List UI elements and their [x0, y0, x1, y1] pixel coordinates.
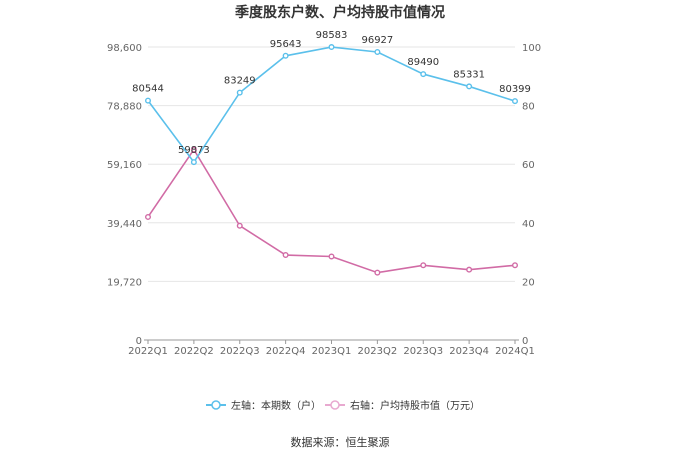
data-source: 数据来源：恒生聚源: [291, 435, 390, 449]
series-point-left[interactable]: [374, 48, 381, 55]
series-point-left[interactable]: [512, 98, 519, 105]
data-label: 80544: [132, 84, 164, 95]
left-axis-tick-label: 39,440: [107, 219, 142, 230]
legend-marker-left: [211, 400, 221, 410]
series-point-right[interactable]: [282, 252, 289, 259]
legend-marker-right: [330, 400, 340, 410]
data-labels: 80544 59873 83249 95643 98583 96927 89490 85331…: [132, 30, 531, 156]
x-axis-tick-label: 2023Q3: [403, 346, 443, 357]
data-label: 96927: [361, 35, 393, 46]
x-axis-tick-label: 2023Q4: [449, 346, 489, 357]
right-axis-tick-label: 100: [522, 43, 541, 54]
legend-label-left: 左轴：本期数（户）: [231, 399, 321, 412]
legend-item-right[interactable]: 右轴：户均持股市值（万元）: [325, 399, 480, 412]
series-point-left[interactable]: [328, 44, 335, 51]
x-axis-tick-label: 2023Q2: [358, 346, 398, 357]
series-point-right[interactable]: [512, 262, 519, 269]
series-point-right[interactable]: [420, 262, 427, 269]
series-point-right[interactable]: [190, 146, 197, 153]
series-point-right[interactable]: [236, 222, 243, 229]
axes: 0 0 19,720 20 39,440 40 59,160 60 78,880 80 98,600…: [107, 43, 541, 357]
data-label: 95643: [270, 39, 302, 50]
left-axis-tick-label: 19,720: [107, 277, 142, 288]
left-axis-tick-label: 78,880: [107, 102, 142, 113]
x-axis-tick-label: 2024Q1: [495, 346, 535, 357]
right-axis-tick-label: 60: [522, 160, 535, 171]
series-point-left[interactable]: [466, 83, 473, 90]
series-layer: [144, 44, 519, 276]
data-label: 89490: [407, 57, 439, 68]
legend[interactable]: 左轴：本期数（户） 右轴：户均持股市值（万元）: [206, 399, 480, 412]
data-label: 80399: [499, 84, 531, 95]
left-axis-tick-label: 0: [136, 336, 142, 347]
x-axis-tick-label: 2022Q2: [174, 346, 214, 357]
chart-title: 季度股东户数、户均持股市值情况: [234, 4, 445, 21]
series-point-left[interactable]: [236, 89, 243, 96]
right-axis-tick-label: 80: [522, 102, 535, 113]
right-axis-tick-label: 40: [522, 219, 535, 230]
data-label: 83249: [224, 76, 256, 87]
x-axis-tick-label: 2022Q4: [266, 346, 306, 357]
series-point-left[interactable]: [144, 97, 151, 104]
data-label: 98583: [316, 30, 348, 41]
x-axis-tick-label: 2022Q3: [220, 346, 260, 357]
series-point-left[interactable]: [420, 71, 427, 78]
data-label: 59873: [178, 145, 210, 156]
series-point-right[interactable]: [328, 253, 335, 260]
series-point-left[interactable]: [190, 159, 197, 166]
data-label: 85331: [453, 69, 485, 80]
legend-item-left[interactable]: 左轴：本期数（户）: [206, 399, 321, 412]
x-axis-tick-label: 2023Q1: [312, 346, 352, 357]
legend-label-right: 右轴：户均持股市值（万元）: [350, 399, 480, 412]
x-axis-tick-label: 2022Q1: [128, 346, 168, 357]
right-axis-tick-label: 20: [522, 277, 535, 288]
series-point-right[interactable]: [374, 269, 381, 276]
left-axis-tick-label: 59,160: [107, 160, 142, 171]
left-axis-tick-label: 98,600: [107, 43, 142, 54]
series-point-right[interactable]: [466, 266, 473, 273]
series-point-left[interactable]: [282, 52, 289, 59]
series-point-right[interactable]: [144, 213, 151, 220]
right-axis-tick-label: 0: [522, 336, 528, 347]
